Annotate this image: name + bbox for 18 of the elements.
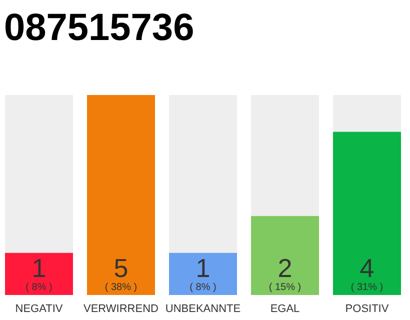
bar (169, 252, 237, 295)
x-tick-label: EGAL (270, 303, 300, 315)
x-tick-label: VERWIRREND (84, 303, 159, 315)
x-tick-label: NEGATIV (15, 303, 64, 315)
bar (5, 252, 73, 295)
x-tick-label: UNBEKANNTE (165, 303, 241, 315)
annotation: 1 (32, 253, 46, 283)
data-label: ( 31% ) (350, 282, 384, 293)
data-label: ( 8% ) (26, 282, 52, 293)
annotation: 1 (196, 253, 210, 283)
data-label: ( 38% ) (104, 282, 138, 293)
annotation: 4 (360, 253, 374, 283)
data-label: ( 15% ) (268, 282, 302, 293)
annotation: 2 (278, 253, 292, 283)
x-tick-label: POSITIV (345, 303, 390, 315)
chart-title: 087515736 (4, 7, 194, 49)
annotation: 5 (114, 253, 128, 283)
data-label: ( 8% ) (190, 282, 216, 293)
